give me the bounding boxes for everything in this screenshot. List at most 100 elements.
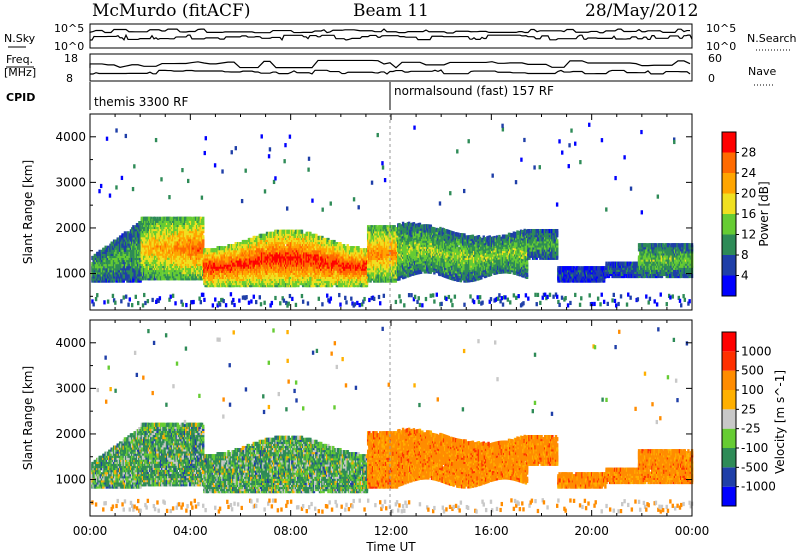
- echo-cell: [135, 223, 139, 228]
- echo-cell: [114, 251, 117, 256]
- echo-cell: [111, 293, 115, 298]
- echo-cell: [145, 253, 148, 258]
- echo-cell: [92, 278, 95, 283]
- echo-cell: [162, 216, 165, 221]
- echo-cell: [173, 241, 176, 246]
- echo-cell: [116, 237, 119, 242]
- echo-cell: [169, 249, 172, 254]
- echo-cell: [151, 237, 154, 242]
- echo-cell: [111, 241, 115, 246]
- echo-cell: [120, 264, 123, 269]
- echo-cell: [376, 274, 380, 279]
- echo-cell: [180, 272, 183, 277]
- echo-cell: [155, 218, 158, 223]
- echo-cell: [103, 300, 106, 305]
- echo-cell: [155, 235, 158, 240]
- echo-cell: [363, 296, 366, 302]
- echo-cell: [156, 216, 159, 221]
- echo-cell: [103, 255, 106, 261]
- freq-tick-top: 18: [64, 52, 78, 65]
- echo-cell: [175, 222, 178, 228]
- echo-cell: [173, 220, 176, 225]
- echo-cell: [140, 247, 144, 252]
- echo-cell: [193, 245, 196, 250]
- echo-cell: [121, 239, 124, 244]
- echo-cell: [149, 274, 152, 279]
- echo-cell: [124, 247, 128, 252]
- echo-cell: [145, 216, 148, 221]
- echo-cell: [258, 295, 262, 300]
- echo-cell: [175, 231, 178, 236]
- echo-cell: [121, 264, 124, 269]
- echo-cell: [161, 216, 164, 221]
- echo-cell: [144, 251, 147, 256]
- echo-cell: [139, 268, 142, 273]
- echo-cell: [133, 274, 136, 279]
- echo-cell: [135, 266, 139, 271]
- echo-cell: [202, 235, 205, 240]
- echo-cell: [232, 297, 235, 303]
- echo-cell: [105, 274, 109, 279]
- echo-cell: [377, 294, 381, 300]
- echo-cell: [259, 302, 263, 307]
- echo-cell: [106, 245, 110, 250]
- echo-cell: [146, 265, 150, 271]
- echo-cell: [122, 237, 125, 242]
- echo-cell: [171, 255, 175, 260]
- echo-cell: [145, 270, 148, 275]
- echo-cell: [137, 300, 140, 306]
- echo-cell: [169, 263, 172, 269]
- echo-cell: [116, 245, 119, 250]
- echo-cell: [137, 243, 140, 248]
- power-data: [91, 122, 694, 308]
- echo-cell: [150, 270, 153, 275]
- echo-cell: [126, 266, 129, 271]
- echo-cell: [164, 231, 168, 236]
- echo-cell: [183, 224, 187, 230]
- echo-cell: [93, 272, 97, 277]
- station-title: McMurdo (fitACF): [92, 1, 250, 21]
- echo-cell: [123, 245, 127, 250]
- echo-cell: [153, 216, 157, 221]
- echo-cell: [155, 270, 158, 275]
- echo-cell: [221, 246, 224, 251]
- echo-cell: [176, 251, 180, 256]
- echo-cell: [183, 253, 187, 258]
- echo-cell: [146, 299, 150, 304]
- echo-cell: [130, 272, 134, 277]
- noise-left-tick-bottom: 10^0: [54, 40, 84, 53]
- echo-cell: [151, 257, 154, 262]
- echo-cell: [96, 251, 99, 256]
- echo-cell: [153, 276, 157, 281]
- echo-cell: [167, 220, 170, 225]
- echo-cell: [144, 300, 147, 306]
- echo-cell: [92, 268, 95, 273]
- echo-cell: [120, 245, 123, 250]
- echo-cell: [141, 303, 145, 308]
- trace-line: [89, 59, 691, 69]
- echo-cell: [120, 241, 123, 246]
- echo-cell: [158, 296, 162, 301]
- echo-cell: [122, 251, 125, 256]
- echo-cell: [124, 294, 128, 299]
- echo-cell: [183, 243, 187, 248]
- echo-cell: [93, 253, 97, 259]
- echo-cell: [183, 267, 187, 273]
- echo-cell: [279, 301, 282, 306]
- echo-cell: [185, 216, 188, 221]
- echo-cell: [180, 263, 183, 269]
- echo-cell: [301, 299, 305, 304]
- echo-cell: [141, 233, 145, 238]
- echo-cell: [149, 235, 152, 240]
- echo-cell: [379, 301, 382, 306]
- echo-cell: [168, 216, 171, 221]
- echo-cell: [124, 272, 128, 277]
- echo-cell: [120, 235, 123, 240]
- cpid-label: CPID: [6, 91, 35, 104]
- echo-cell: [161, 259, 164, 264]
- echo-cell: [112, 239, 116, 244]
- echo-cell: [133, 227, 136, 232]
- echo-cell: [176, 276, 180, 281]
- echo-cell: [115, 268, 118, 273]
